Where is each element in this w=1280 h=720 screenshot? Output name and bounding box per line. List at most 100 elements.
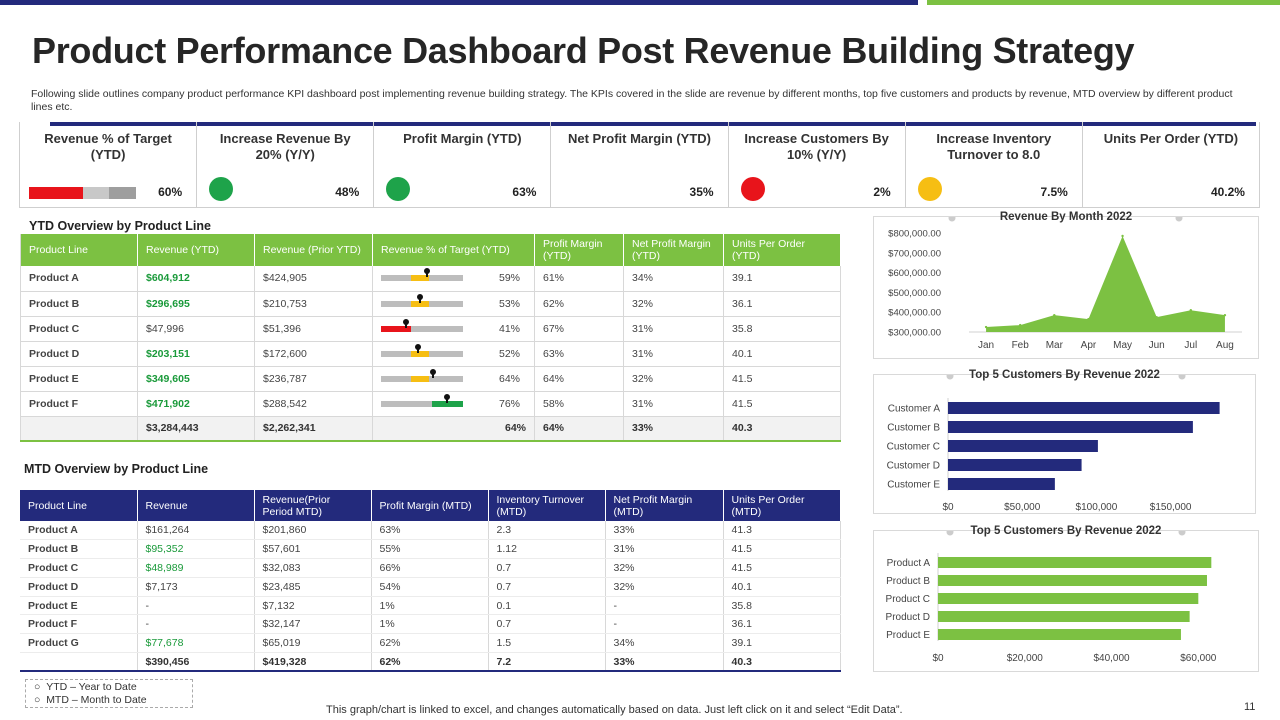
table-row[interactable]: Product B $296,695 $210,753 53% 62% 32% 36.1 xyxy=(20,291,841,317)
kpi-card[interactable]: Profit Margin (YTD) 63% xyxy=(374,122,552,207)
units-cell: 36.1 xyxy=(723,291,841,317)
column-header[interactable]: Profit Margin (MTD) xyxy=(371,490,489,521)
bar[interactable] xyxy=(938,629,1181,640)
net-margin-cell: 32% xyxy=(623,366,724,392)
table-row[interactable]: Product A $161,264 $201,860 63% 2.3 33% 41.3 xyxy=(20,521,841,541)
target-gauge-cell: 52% xyxy=(372,341,535,367)
prior-cell: $65,019 xyxy=(254,633,372,654)
column-header[interactable]: Net Profit Margin (MTD) xyxy=(605,490,724,521)
kpi-card[interactable]: Revenue % of Target (YTD) 60% xyxy=(20,122,198,207)
gauge-marker-icon xyxy=(429,368,436,378)
table-row[interactable]: Product B $95,352 $57,601 55% 1.12 31% 41.5 xyxy=(20,539,841,560)
kpi-card[interactable]: Increase Inventory Turnover to 8.0 7.5% xyxy=(906,122,1083,207)
revenue-area-series[interactable] xyxy=(986,235,1225,332)
profit-cell: 1% xyxy=(371,614,489,635)
table-row[interactable]: Product C $47,996 $51,396 41% 67% 31% 35.8 xyxy=(20,316,841,342)
table-row[interactable]: Product F $471,902 $288,542 76% 58% 31% 41.5 xyxy=(20,391,841,417)
y-tick-label: $800,000.00 xyxy=(888,229,941,240)
data-point[interactable] xyxy=(1053,313,1056,317)
table-row[interactable]: Product D $7,173 $23,485 54% 0.7 32% 40.1 xyxy=(20,577,841,597)
total-cell xyxy=(20,416,138,442)
table-row[interactable]: Product C $48,989 $32,083 66% 0.7 32% 41.5 xyxy=(20,558,841,578)
column-header[interactable]: Revenue (YTD) xyxy=(137,234,255,266)
gauge-segment xyxy=(410,350,429,357)
total-row: $390,456 $419,328 62% 7.2 33% 40.3 xyxy=(20,652,841,673)
x-tick-label: Mar xyxy=(1046,340,1064,351)
column-header[interactable]: Revenue xyxy=(137,490,255,521)
prior-cell: $201,860 xyxy=(254,521,372,541)
top-customers-chart[interactable]: Top 5 Customers By Revenue 2022 Customer… xyxy=(873,369,1256,514)
y-tick-label: $400,000.00 xyxy=(888,308,941,319)
table-row[interactable]: Product E - $7,132 1% 0.1-35.8 xyxy=(20,596,841,616)
category-label: Customer D xyxy=(887,461,940,472)
column-header[interactable]: Profit Margin (YTD) xyxy=(534,234,624,266)
revenue-by-month-chart[interactable]: Revenue By Month 2022 $300,000.00 $400,00… xyxy=(873,211,1259,359)
title-ornament-icon xyxy=(946,375,954,380)
kpi-value: 63% xyxy=(512,185,537,199)
units-cell: 39.1 xyxy=(723,266,841,292)
column-header[interactable]: Revenue(Prior Period MTD) xyxy=(254,490,372,521)
kpi-card[interactable]: Increase Revenue By 20% (Y/Y) 48% xyxy=(197,122,375,207)
category-label: Customer E xyxy=(887,480,940,491)
legend-text: YTD – Year to Date xyxy=(46,681,137,693)
bar[interactable] xyxy=(948,402,1220,414)
gauge-segment xyxy=(410,375,429,382)
target-gauge-cell: 41% xyxy=(372,316,535,342)
total-row: $3,284,443 $2,262,341 64% 64% 33% 40.3 xyxy=(20,416,841,442)
column-header[interactable]: Inventory Turnover (MTD) xyxy=(488,490,606,521)
table-row[interactable]: Product G $77,678 $65,019 62% 1.5 34% 39.1 xyxy=(20,633,841,654)
column-header[interactable]: Product Line xyxy=(20,234,138,266)
column-header[interactable]: Product Line xyxy=(20,490,138,521)
bar[interactable] xyxy=(948,440,1098,452)
bar[interactable] xyxy=(938,575,1207,586)
table-row[interactable]: Product A $604,912 $424,905 59% 61% 34% 39.1 xyxy=(20,266,841,292)
prior-revenue-cell: $236,787 xyxy=(254,366,373,392)
revenue-cell: $7,173 xyxy=(137,577,255,597)
column-header[interactable]: Revenue % of Target (YTD) xyxy=(372,234,535,266)
gauge-marker-icon xyxy=(415,343,422,353)
total-cell: $2,262,341 xyxy=(254,416,373,442)
legend-item: ○ MTD – Month to Date xyxy=(34,694,147,706)
column-header[interactable]: Net Profit Margin (YTD) xyxy=(623,234,724,266)
kpi-card[interactable]: Units Per Order (YTD) 40.2% xyxy=(1083,122,1259,207)
title-ornament-icon xyxy=(1175,217,1183,222)
x-tick-label: $150,000 xyxy=(1150,502,1192,513)
column-header[interactable]: Revenue (Prior YTD) xyxy=(254,234,373,266)
ytd-header-row: Product Line Revenue (YTD) Revenue (Prio… xyxy=(20,234,841,266)
x-tick-label: Apr xyxy=(1081,340,1097,351)
data-point[interactable] xyxy=(984,325,988,329)
kpi-bar-dark-segment xyxy=(109,187,136,199)
bar[interactable] xyxy=(948,421,1193,433)
column-header[interactable]: Units Per Order (YTD) xyxy=(723,234,841,266)
total-cell: 40.3 xyxy=(723,416,841,442)
data-point[interactable] xyxy=(1018,323,1022,327)
revenue-cell: $349,605 xyxy=(137,366,255,392)
column-header[interactable]: Units Per Order (MTD) xyxy=(723,490,841,521)
gauge-percent: 76% xyxy=(498,397,520,410)
data-point[interactable] xyxy=(1087,317,1090,321)
data-point[interactable] xyxy=(1155,315,1158,319)
units-cell: 35.8 xyxy=(723,596,841,616)
data-point[interactable] xyxy=(1121,234,1124,238)
total-cell: $419,328 xyxy=(254,652,372,673)
kpi-card[interactable]: Net Profit Margin (YTD) 35% xyxy=(551,122,729,207)
gauge-percent: 41% xyxy=(498,322,520,335)
bar[interactable] xyxy=(938,611,1190,622)
prior-cell: $32,083 xyxy=(254,558,372,578)
bar[interactable] xyxy=(948,478,1055,490)
target-gauge-cell: 59% xyxy=(372,266,535,292)
units-cell: 41.3 xyxy=(723,521,841,541)
table-row[interactable]: Product E $349,605 $236,787 64% 64% 32% 41.5 xyxy=(20,366,841,392)
table-row[interactable]: Product F - $32,147 1% 0.7-36.1 xyxy=(20,614,841,635)
net-margin-cell: 32% xyxy=(623,291,724,317)
bar[interactable] xyxy=(938,593,1199,604)
bar[interactable] xyxy=(938,557,1212,568)
table-row[interactable]: Product D $203,151 $172,600 52% 63% 31% 40.1 xyxy=(20,341,841,367)
kpi-card[interactable]: Increase Customers By 10% (Y/Y) 2% xyxy=(729,122,906,207)
total-cell: 64% xyxy=(534,416,624,442)
data-point[interactable] xyxy=(1189,309,1193,312)
data-point[interactable] xyxy=(1223,313,1227,317)
status-dot-icon xyxy=(917,177,942,201)
top-products-chart[interactable]: Top 5 Customers By Revenue 2022 Product … xyxy=(873,525,1259,672)
bar[interactable] xyxy=(948,459,1082,471)
